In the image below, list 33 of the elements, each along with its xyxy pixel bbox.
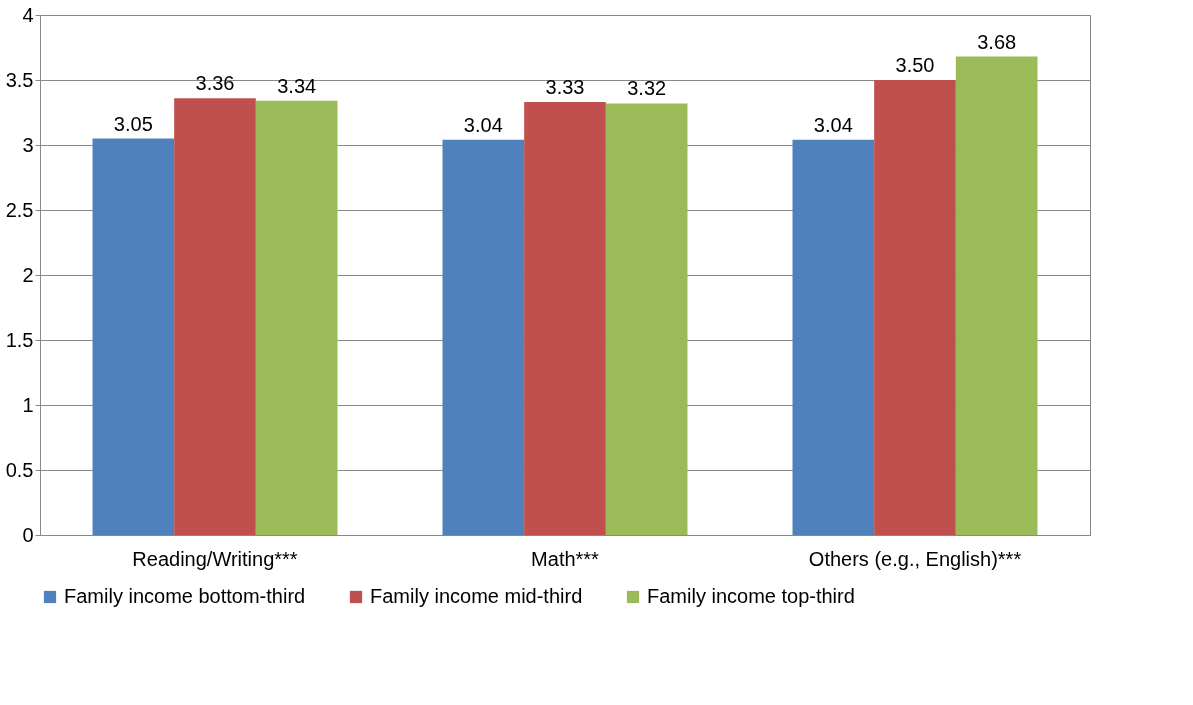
bar (955, 56, 1038, 535)
x-tick-label: Others (e.g., English)*** (808, 547, 1022, 570)
bar (524, 102, 606, 535)
data-label: 3.32 (627, 77, 667, 100)
y-tick-label: 3.5 (5, 68, 34, 91)
bar (174, 98, 256, 535)
x-tick-label: Reading/Writing*** (132, 547, 298, 570)
data-label: 3.50 (895, 54, 935, 76)
data-label: 3.36 (195, 72, 235, 95)
legend-label: Family income top-third (647, 585, 855, 607)
bar (92, 138, 175, 535)
bar (442, 139, 525, 535)
legend-label: Family income bottom-third (64, 585, 306, 607)
x-tick-label: Math*** (531, 547, 600, 570)
y-tick-label: 0.5 (5, 458, 34, 481)
data-label: 3.33 (545, 76, 585, 99)
y-tick-label: 4 (22, 3, 34, 26)
y-tick-label: 1.5 (5, 328, 34, 351)
bar (792, 139, 875, 535)
y-tick-label: 0 (22, 523, 34, 546)
y-tick-label: 3 (22, 133, 34, 156)
bar (255, 100, 338, 535)
data-label: 3.04 (463, 113, 503, 136)
data-label: 3.05 (113, 112, 153, 135)
y-tick-label: 2 (22, 263, 34, 286)
y-tick-label: 2.5 (5, 198, 34, 221)
data-label: 3.68 (977, 30, 1017, 53)
y-tick-label: 1 (22, 393, 34, 416)
bar (605, 103, 688, 535)
data-label: 3.34 (277, 74, 317, 97)
bar (874, 80, 956, 535)
data-label: 3.04 (813, 113, 853, 136)
legend-label: Family income mid-third (370, 585, 583, 607)
